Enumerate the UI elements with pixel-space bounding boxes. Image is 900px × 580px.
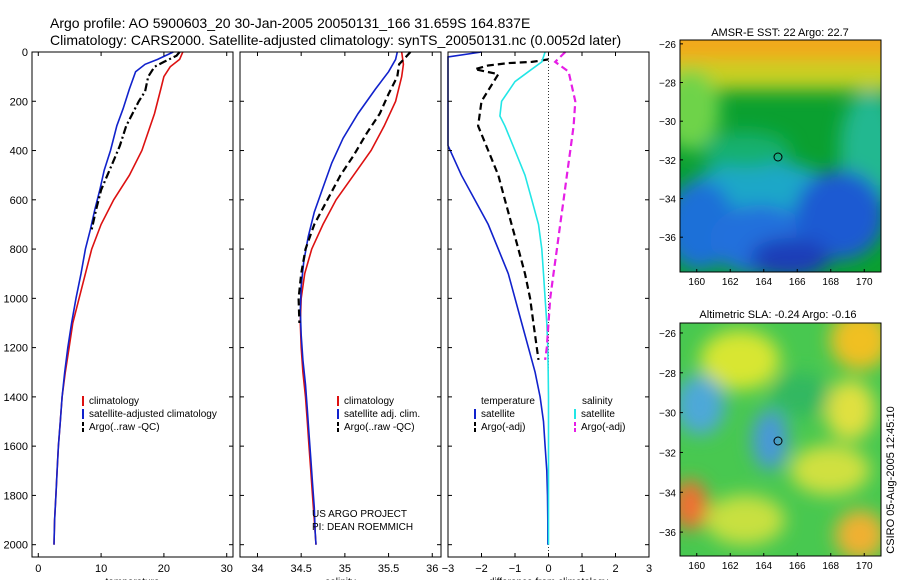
x-tick-label: 35.5: [378, 563, 399, 575]
legend-label: Argo(..raw -QC): [89, 422, 160, 433]
sst-map-frame: [679, 39, 882, 273]
x-tick-label: −1: [509, 563, 522, 575]
x-tick-label: 0: [35, 563, 41, 575]
map-x-tick-label: 164: [755, 277, 772, 288]
sst-map-title: AMSR-E SST: 22 Argo: 22.7: [711, 27, 849, 39]
timestamp-side-text: CSIRO 05-Aug-2005 12:45:10: [885, 406, 897, 553]
map-y-tick-label: −26: [659, 40, 676, 51]
y-tick-label: 800: [10, 244, 28, 256]
map-y-tick-label: −36: [659, 233, 676, 244]
sla-map-frame: [679, 322, 882, 557]
series-line-argo-raw-qc-: [297, 51, 412, 324]
sla-map-title: Altimetric SLA: -0.24 Argo: -0.16: [699, 309, 856, 321]
series-line-argo-adj-: [474, 58, 549, 361]
series-line-satellite: [447, 51, 549, 545]
x-tick-label: 1: [579, 563, 585, 575]
series-line-argo-adj-: [544, 51, 577, 361]
series-line-argo-raw-qc-: [90, 51, 181, 230]
credits-line-1: US ARGO PROJECT: [312, 509, 407, 520]
x-tick-label: 35: [339, 563, 351, 575]
map-x-tick-label: 162: [722, 561, 739, 572]
y-tick-label: 400: [10, 146, 28, 158]
y-tick-label: 1000: [4, 293, 28, 305]
legend-label: satellite: [481, 409, 515, 420]
map-y-tick-label: −34: [659, 195, 676, 206]
difference-panel: −3 −2 −1 0 1 2 3 difference from climatology tem…: [442, 51, 652, 580]
legend-label: satellite: [581, 409, 615, 420]
y-tick-label: 0: [22, 47, 28, 59]
salinity-panel: 34 34.5 35 35.5 36 salinity climatology satelli…: [239, 51, 442, 580]
series-line-satellite: [499, 51, 550, 545]
map-y-tick-label: −36: [659, 528, 676, 539]
sla-argo-marker: [773, 436, 783, 446]
legend-label: Argo(-adj): [581, 422, 625, 433]
map-x-tick-label: 168: [822, 277, 839, 288]
map-y-tick-label: −30: [659, 409, 676, 420]
series-line-climatology: [299, 51, 405, 545]
temperature-panel: 0 10 20 30 temperature 0 200 400 600 800 1000 1200 1…: [4, 47, 234, 580]
x-tick-label: 36: [426, 563, 438, 575]
sla-map-panel: Altimetric SLA: -0.24 Argo: -0.16 160 162…: [659, 309, 882, 572]
x-tick-label: 10: [95, 563, 107, 575]
map-y-tick-label: −26: [659, 329, 676, 340]
y-tick-label: 2000: [4, 540, 28, 552]
legend-title-temperature: temperature: [481, 396, 535, 407]
map-x-tick-label: 160: [688, 277, 705, 288]
y-tick-label: 200: [10, 96, 28, 108]
map-y-tick-label: −28: [659, 369, 676, 380]
x-tick-label: 0: [545, 563, 551, 575]
y-tick-label: 1800: [4, 490, 28, 502]
header-line-1: Argo profile: AO 5900603_20 30-Jan-2005 …: [50, 15, 530, 31]
legend-title-salinity: salinity: [582, 396, 613, 407]
map-y-tick-label: −32: [659, 448, 676, 459]
map-x-tick-label: 170: [856, 561, 873, 572]
map-x-tick-label: 166: [789, 561, 806, 572]
series-line-climatology: [53, 51, 184, 545]
y-tick-label: 1600: [4, 441, 28, 453]
series-line-satellite-adj-clim-: [299, 51, 399, 545]
x-tick-label: 30: [221, 563, 233, 575]
x-tick-label: −2: [475, 563, 488, 575]
legend-label: climatology: [344, 396, 394, 407]
y-tick-label: 1200: [4, 343, 28, 355]
x-axis-label: salinity: [325, 577, 356, 580]
plot-frame: [239, 51, 442, 558]
legend-label: Argo(..raw -QC): [344, 422, 415, 433]
x-tick-label: −3: [442, 563, 455, 575]
x-axis-label: temperature: [106, 577, 160, 580]
credits-line-2: PI: DEAN ROEMMICH: [312, 522, 413, 533]
x-tick-label: 34: [251, 563, 263, 575]
y-tick-label: 600: [10, 195, 28, 207]
map-x-tick-label: 170: [856, 277, 873, 288]
legend-label: Argo(-adj): [481, 422, 525, 433]
sst-map-panel: AMSR-E SST: 22 Argo: 22.7 160 162 164 166 16…: [659, 27, 882, 288]
x-tick-label: 2: [612, 563, 618, 575]
header-line-2: Climatology: CARS2000. Satellite-adjuste…: [50, 32, 621, 48]
map-y-tick-label: −32: [659, 156, 676, 167]
map-x-tick-label: 164: [755, 561, 772, 572]
y-tick-label: 1400: [4, 392, 28, 404]
map-y-tick-label: −30: [659, 117, 676, 128]
series-line-satellite-adjusted-climatology: [53, 51, 174, 545]
sla-map-field: [680, 323, 881, 556]
map-x-tick-label: 162: [722, 277, 739, 288]
x-tick-label: 34.5: [290, 563, 311, 575]
x-axis-label: difference from climatology: [489, 577, 608, 580]
legend-label: satellite adj. clim.: [344, 409, 420, 420]
sst-argo-marker: [773, 152, 783, 162]
map-y-tick-label: −28: [659, 79, 676, 90]
legend-label: satellite-adjusted climatology: [89, 409, 217, 420]
x-tick-label: 20: [158, 563, 170, 575]
map-x-tick-label: 168: [822, 561, 839, 572]
map-x-tick-label: 160: [688, 561, 705, 572]
map-x-tick-label: 166: [789, 277, 806, 288]
sst-map-field: [680, 40, 881, 272]
x-tick-label: 3: [646, 563, 652, 575]
map-y-tick-label: −34: [659, 488, 676, 499]
legend-label: climatology: [89, 396, 139, 407]
plot-frame: [31, 51, 234, 558]
